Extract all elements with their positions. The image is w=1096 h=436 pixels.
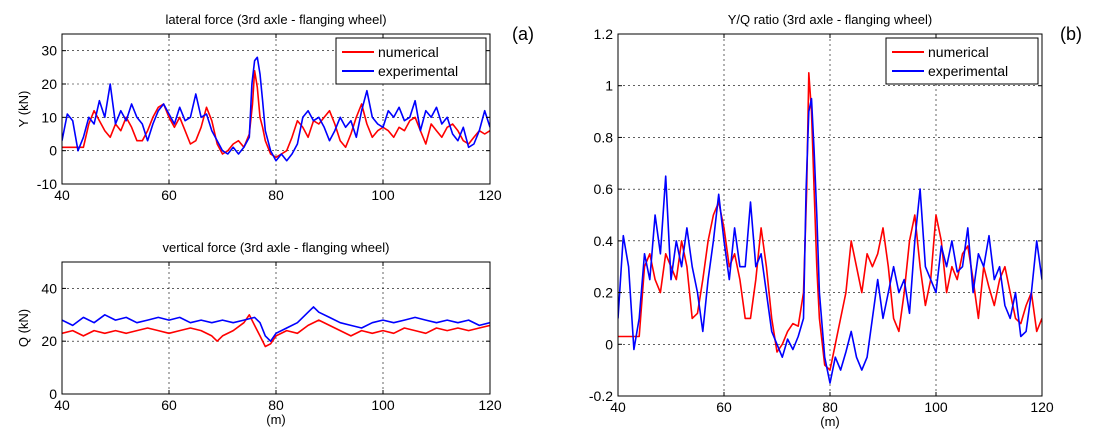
x-tick-label: 40 [54,397,70,413]
y-tick-label: 0 [605,336,613,352]
y-tick-label: 0.8 [594,129,614,145]
x-axis-label: (m) [266,412,286,427]
y-tick-label: 0 [49,386,57,402]
x-tick-label: 60 [161,187,177,203]
y-tick-label: 1.2 [594,26,614,42]
x-tick-label: 100 [371,397,395,413]
y-tick-label: 0.6 [594,181,614,197]
y-tick-label: 0 [49,143,57,159]
x-axis-label: (m) [820,414,840,429]
legend-label: experimental [928,63,1008,79]
x-tick-label: 80 [822,399,838,415]
x-tick-label: 120 [1030,399,1054,415]
x-tick-label: 80 [268,397,284,413]
series-line-experimental [618,97,1042,384]
panel-label-a: (a) [512,24,534,44]
legend: numerical experimental [335,37,487,85]
y-tick-label: 40 [41,280,57,296]
chart-yq-ratio: 40 60 80 100 120 -0.2 0 0.2 0.4 0.6 0.8 1 1.2 Y/Q rat… [589,12,1054,429]
y-tick-label: 10 [41,109,57,125]
series-line-experimental [62,306,490,342]
legend-box [335,37,487,85]
x-tick-label: 100 [924,399,948,415]
y-tick-label: 0.4 [594,233,614,249]
chart-lateral-force: 40 60 80 100 120 -10 0 10 20 30 lateral force (3rd… [16,12,502,203]
x-tick-label: 100 [371,187,395,203]
y-axis-label: Q (kN) [16,309,31,347]
legend-label: numerical [378,44,439,60]
panel-label-b: (b) [1060,24,1082,44]
x-tick-label: 60 [161,397,177,413]
x-tick-label: 80 [268,187,284,203]
x-tick-label: 120 [478,397,502,413]
y-tick-label: 20 [41,333,57,349]
legend-label: numerical [928,44,989,60]
series-line-numerical [62,314,490,348]
chart-title: Y/Q ratio (3rd axle - flanging wheel) [728,12,932,27]
legend-box [885,37,1039,85]
chart-title: lateral force (3rd axle - flanging wheel… [165,12,386,27]
y-axis-label: Y (kN) [16,91,31,128]
x-tick-label: 40 [54,187,70,203]
x-tick-label: 120 [478,187,502,203]
y-tick-label: -0.2 [589,388,613,404]
y-tick-label: -10 [37,176,57,192]
series-line-experimental [62,56,490,162]
x-tick-label: 60 [716,399,732,415]
legend: numerical experimental [885,37,1039,85]
y-tick-label: 0.2 [594,285,614,301]
y-tick-label: 1 [605,78,613,94]
chart-vertical-force: 40 60 80 100 120 0 20 40 vertical force (3rd axl… [16,240,502,427]
y-tick-label: 30 [41,43,57,59]
y-tick-label: 20 [41,76,57,92]
x-tick-label: 40 [610,399,626,415]
legend-label: experimental [378,63,458,79]
chart-title: vertical force (3rd axle - flanging whee… [163,240,390,255]
